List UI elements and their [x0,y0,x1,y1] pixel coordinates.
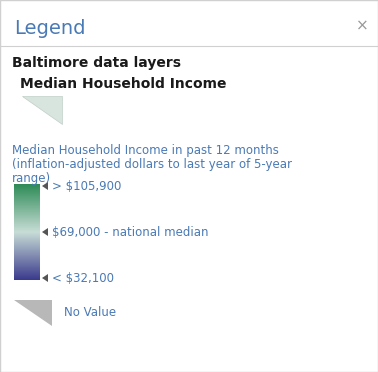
Polygon shape [42,182,48,190]
Text: No Value: No Value [64,307,116,320]
Text: Median Household Income in past 12 months: Median Household Income in past 12 month… [12,144,279,157]
Polygon shape [14,300,52,326]
Polygon shape [42,274,48,282]
Text: < $32,100: < $32,100 [52,272,114,285]
Text: Baltimore data layers: Baltimore data layers [12,56,181,70]
Text: ×: × [356,19,369,33]
Text: $69,000 - national median: $69,000 - national median [52,225,209,238]
Text: > $105,900: > $105,900 [52,180,121,192]
Polygon shape [42,228,48,236]
Text: (inflation-adjusted dollars to last year of 5-year: (inflation-adjusted dollars to last year… [12,158,292,171]
Text: Legend: Legend [14,19,85,38]
Text: range): range) [12,172,51,185]
Text: Median Household Income: Median Household Income [20,77,226,91]
Polygon shape [22,96,62,124]
